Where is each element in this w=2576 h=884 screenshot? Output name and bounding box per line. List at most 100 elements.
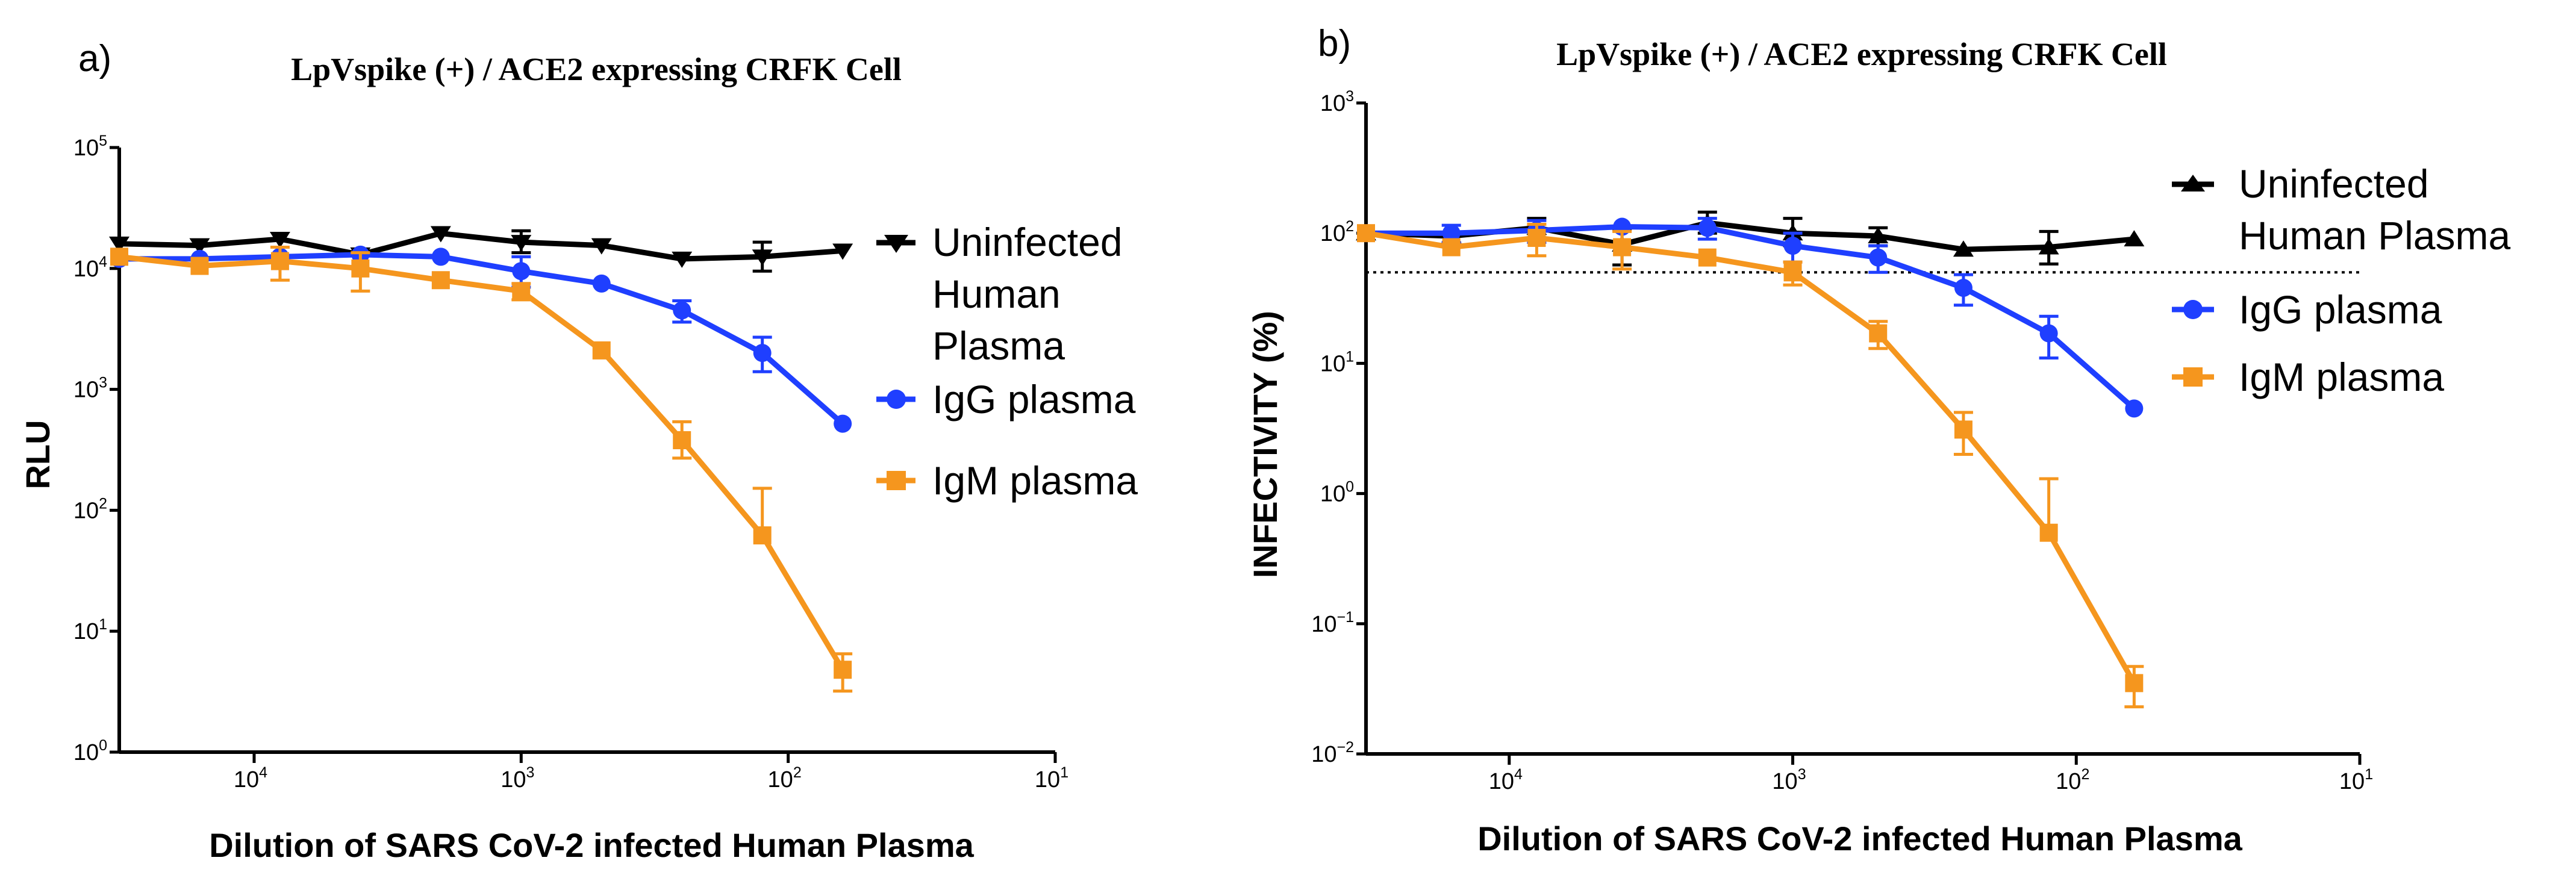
data-point xyxy=(1442,238,1461,257)
y-tick-base: 10 xyxy=(73,257,99,282)
x-tick-label: 102 xyxy=(768,764,802,792)
y-tick-exponent: 0 xyxy=(1346,479,1354,496)
y-tick-label: 102 xyxy=(1320,218,1354,246)
legend-entry-igm: IgM plasma xyxy=(2172,355,2444,399)
y-tick-base: 10 xyxy=(73,740,99,765)
legend-uninfected-line-2: Human xyxy=(932,272,1061,316)
series-1 xyxy=(110,245,852,433)
data-point xyxy=(2125,674,2144,693)
legend-marker-uninfected xyxy=(2181,175,2205,191)
y-tick-exponent: 3 xyxy=(1346,88,1354,105)
legend-label-uninfected: Uninfected Human Plasma xyxy=(932,220,1134,368)
series-2 xyxy=(1357,222,2144,709)
data-point xyxy=(1954,279,1973,297)
x-tick-label: 101 xyxy=(2339,766,2373,794)
y-axis-label: INFECTIVITY (%) xyxy=(1246,311,1284,578)
y-tick-base: 10 xyxy=(73,619,99,644)
y-tick-label: 10−2 xyxy=(1311,739,1354,767)
y-tick-base: 10 xyxy=(73,498,99,523)
x-tick-exponent: 4 xyxy=(1514,766,1523,783)
data-point xyxy=(430,226,451,243)
y-tick-label: 101 xyxy=(73,616,107,644)
data-point xyxy=(592,341,611,360)
series-line xyxy=(119,252,845,426)
data-point xyxy=(1953,240,1974,257)
x-tick-label: 103 xyxy=(501,764,534,792)
data-point xyxy=(673,431,691,449)
x-tick-exponent: 4 xyxy=(259,764,267,781)
data-point xyxy=(2124,230,2145,247)
data-point xyxy=(1527,229,1546,247)
legend-marker-uninfected xyxy=(884,235,908,253)
legend: Uninfected Human Plasma IgG plasma IgM p… xyxy=(876,220,1138,503)
legend-entry-uninfected: Uninfected Human Plasma xyxy=(2172,161,2510,258)
x-tick-exponent: 2 xyxy=(793,764,802,781)
y-tick-label: 10−1 xyxy=(1311,609,1354,637)
y-tick-base: 10 xyxy=(1320,221,1346,246)
x-tick-base: 10 xyxy=(2056,769,2081,794)
data-point xyxy=(109,236,129,253)
series-line xyxy=(119,254,846,671)
x-tick-exponent: 2 xyxy=(2081,766,2089,783)
data-point xyxy=(1868,227,1889,244)
legend-entry-igg: IgG plasma xyxy=(2172,287,2442,332)
x-tick-exponent: 3 xyxy=(526,764,534,781)
data-point xyxy=(190,257,209,275)
chart-title: LpVspike (+) / ACE2 expressing CRFK Cell xyxy=(1556,36,2167,72)
data-point xyxy=(1954,420,1973,439)
data-point xyxy=(1357,224,1375,243)
x-tick-base: 10 xyxy=(1772,769,1797,794)
x-tick-exponent: 1 xyxy=(1060,764,1068,781)
y-tick-exponent: 4 xyxy=(99,254,107,270)
data-point xyxy=(834,414,852,433)
y-tick-exponent: 3 xyxy=(99,375,107,391)
data-point xyxy=(431,271,450,290)
x-axis-label: Dilution of SARS CoV-2 infected Human Pl… xyxy=(1477,820,2242,858)
y-tick-base: 10 xyxy=(1320,482,1346,507)
legend-marker-igm xyxy=(2183,367,2203,387)
y-tick-base: 10 xyxy=(73,378,99,403)
data-point xyxy=(673,301,691,320)
data-point xyxy=(1698,248,1717,267)
panel-b: b) LpVspike (+) / ACE2 expressing CRFK C… xyxy=(1246,23,2510,858)
data-point xyxy=(1613,238,1632,257)
legend-uninfected-line-1: Uninfected xyxy=(2239,161,2429,206)
x-tick-label: 102 xyxy=(2056,766,2089,794)
data-point xyxy=(753,526,772,545)
data-point xyxy=(110,247,128,266)
x-tick-label: 104 xyxy=(1489,766,1523,794)
legend-entry-igm: IgM plasma xyxy=(876,458,1138,503)
data-point xyxy=(1698,219,1717,237)
data-point xyxy=(511,235,532,252)
data-point xyxy=(832,243,853,260)
x-tick-base: 10 xyxy=(2339,769,2365,794)
data-point xyxy=(270,252,289,270)
data-point xyxy=(2039,324,2058,343)
x-tick-base: 10 xyxy=(501,767,526,792)
data-point xyxy=(1869,248,1888,267)
data-point xyxy=(752,249,773,266)
y-tick-label: 104 xyxy=(73,254,107,282)
data-point xyxy=(1783,263,1802,282)
legend-entry-igg: IgG plasma xyxy=(876,377,1136,422)
x-tick-label: 103 xyxy=(1772,766,1806,794)
y-tick-label: 102 xyxy=(73,495,107,523)
y-tick-base: 10 xyxy=(1320,91,1346,116)
legend-uninfected-line-1: Uninfected xyxy=(932,220,1123,264)
y-tick-label: 101 xyxy=(1320,348,1354,376)
data-point xyxy=(351,259,370,278)
x-tick-base: 10 xyxy=(1035,767,1060,792)
y-tick-base: 10 xyxy=(1311,742,1336,767)
panel-label: b) xyxy=(1318,23,1351,64)
data-point xyxy=(2125,399,2144,418)
x-tick-label: 101 xyxy=(1035,764,1068,792)
y-tick-exponent: 1 xyxy=(99,616,107,633)
y-tick-base: 10 xyxy=(1320,351,1346,376)
data-point xyxy=(189,238,210,255)
legend-marker-igg xyxy=(2183,300,2203,319)
legend-uninfected-line-2: Human Plasma xyxy=(2239,213,2510,258)
panel-label: a) xyxy=(78,38,111,79)
y-tick-exponent: 2 xyxy=(99,495,107,512)
data-point xyxy=(1442,224,1461,243)
